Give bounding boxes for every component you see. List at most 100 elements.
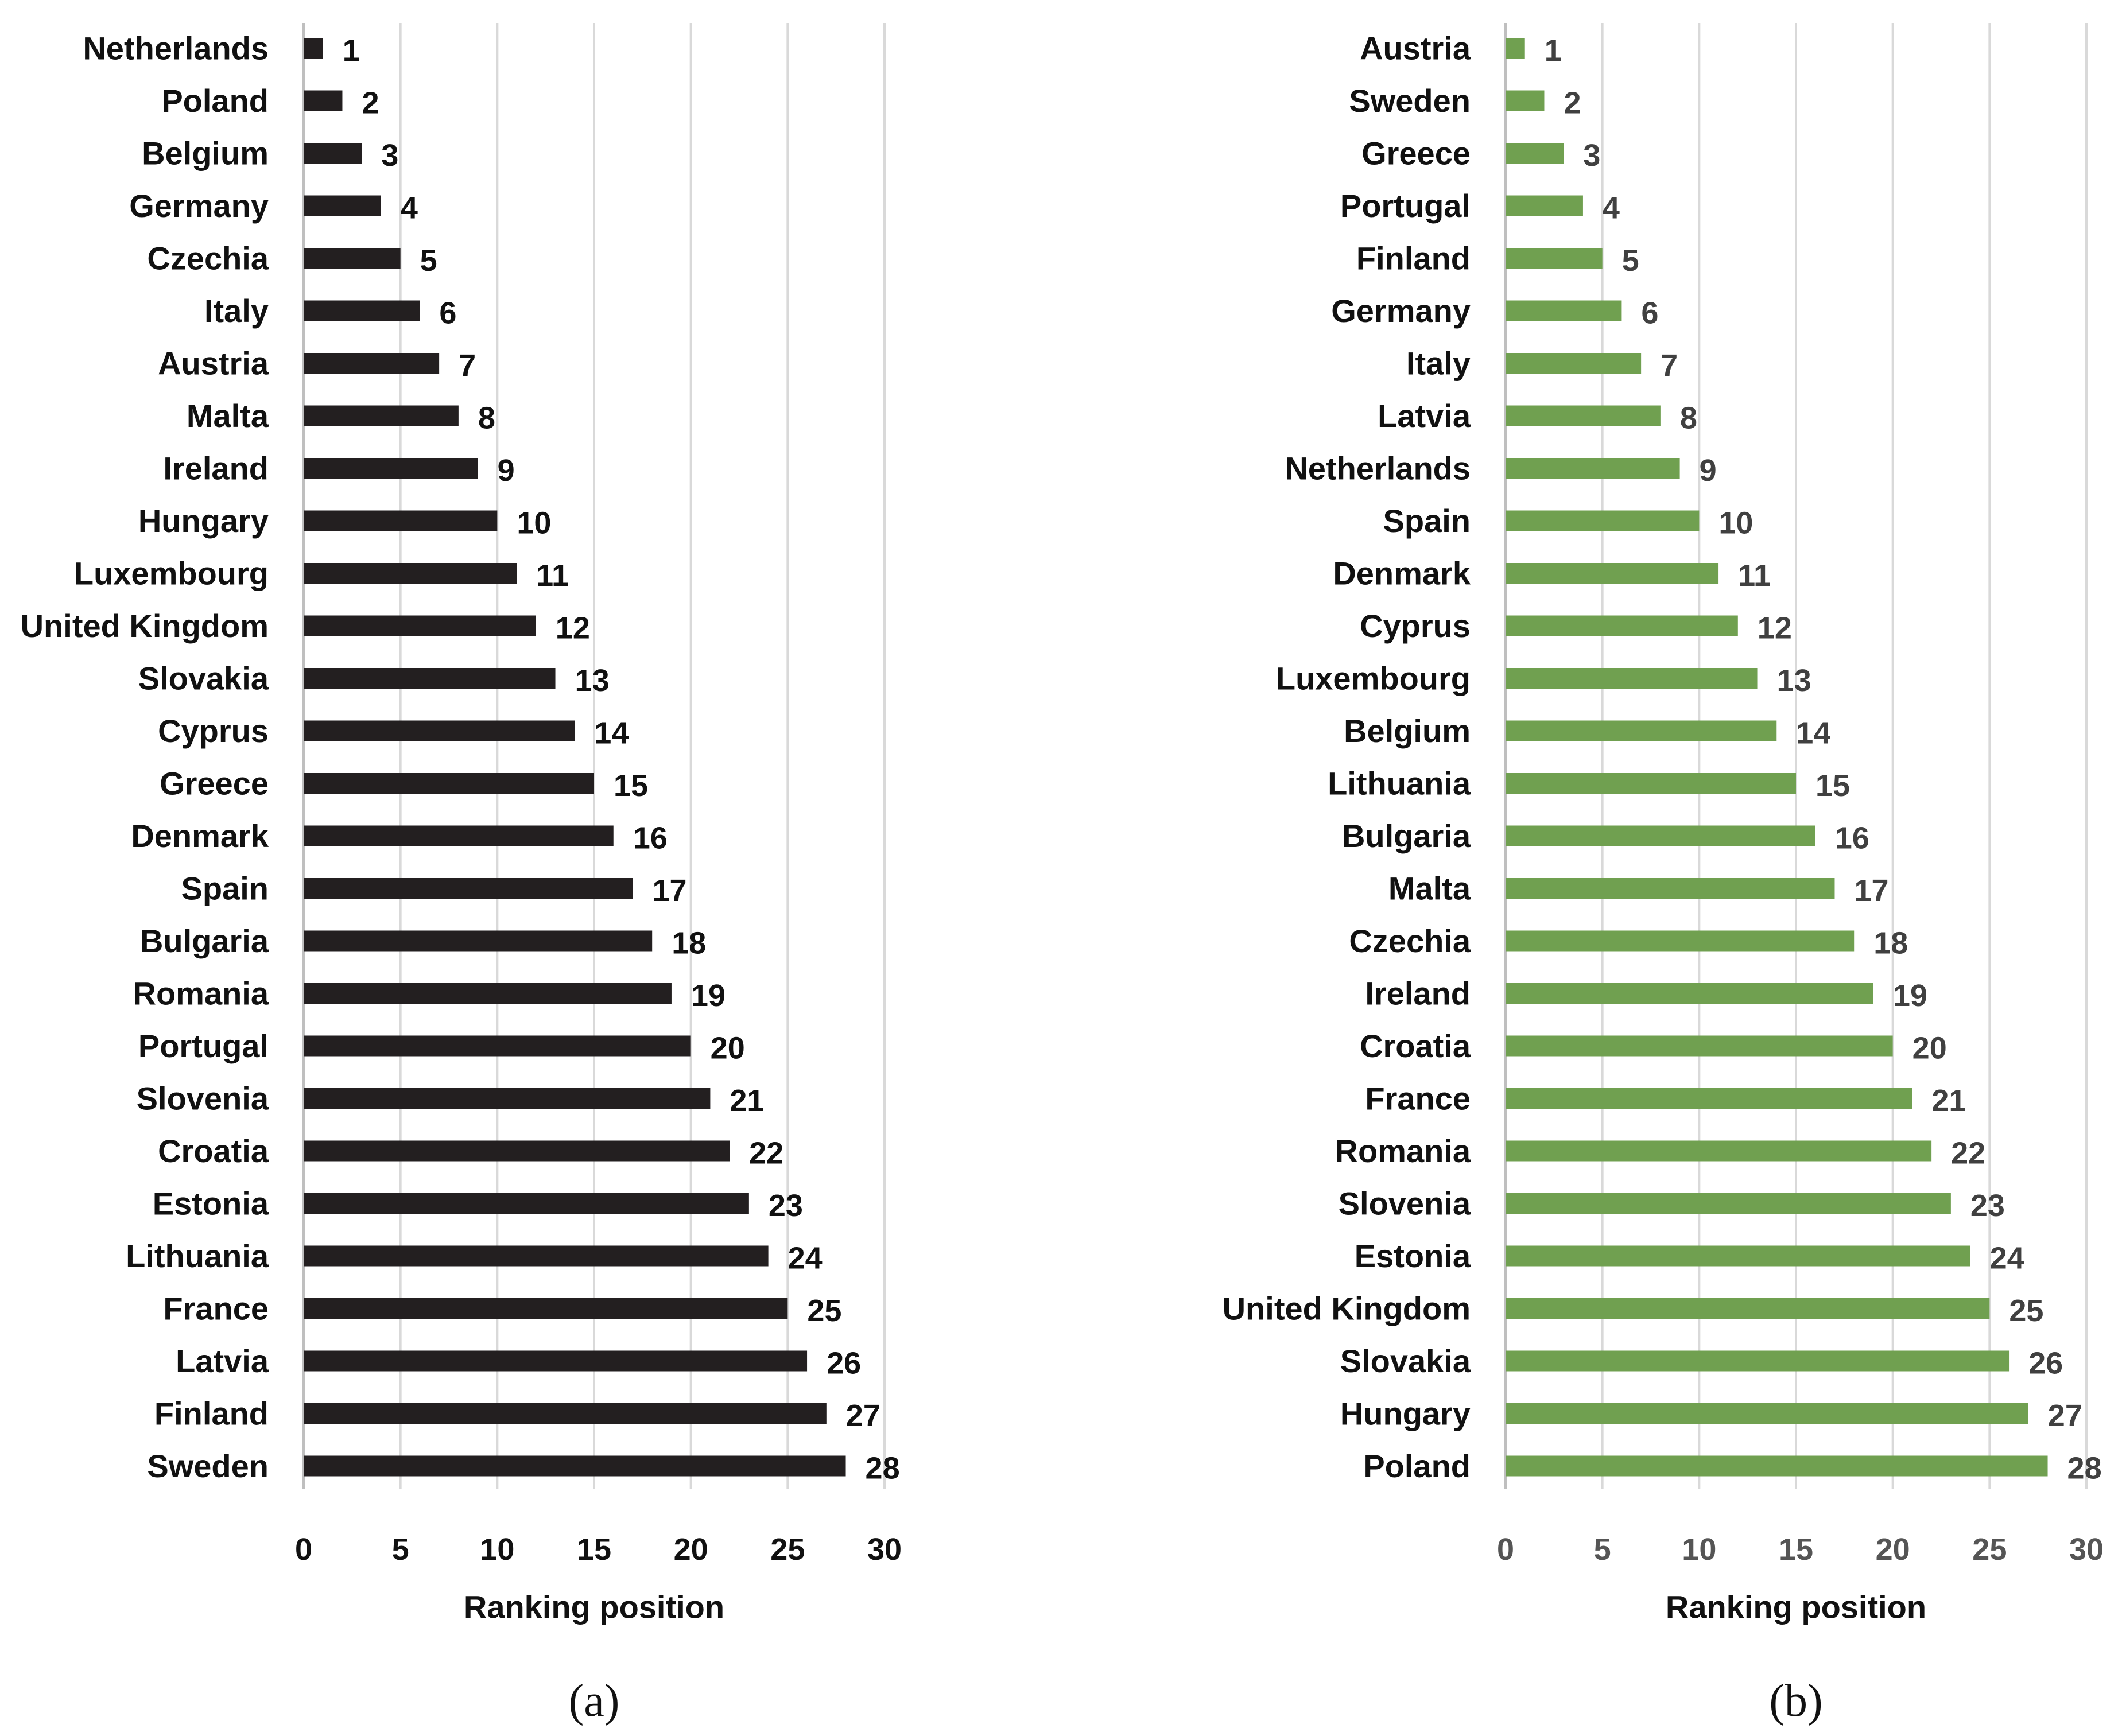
panel-b-category-label: Croatia bbox=[1360, 1028, 1471, 1064]
panel-a-bar bbox=[304, 458, 478, 479]
panel-b-bar bbox=[1506, 1193, 1951, 1214]
panel-b-category-label: Greece bbox=[1361, 135, 1471, 172]
panel-a-bar bbox=[304, 563, 517, 584]
panel-b-data-label: 28 bbox=[2067, 1451, 2102, 1486]
panel-a-bar bbox=[304, 248, 401, 269]
panel-b-category-label: Luxembourg bbox=[1276, 661, 1471, 697]
panel-b-data-label: 16 bbox=[1835, 821, 1869, 856]
panel-a-chart: Netherlands 1 Poland 2 Belgium 3 Germany 4 Czech… bbox=[21, 23, 902, 1726]
panel-a-category-label: Cyprus bbox=[158, 713, 269, 749]
panel-b-bar bbox=[1506, 1455, 2048, 1477]
panel-b-bar bbox=[1506, 720, 1777, 741]
panel-a-data-label: 15 bbox=[614, 768, 648, 803]
panel-a-bar bbox=[304, 300, 420, 321]
panel-a-category-label: Croatia bbox=[158, 1133, 269, 1169]
panel-b-data-label: 9 bbox=[1700, 453, 1717, 488]
panel-a-bar bbox=[304, 930, 653, 952]
panel-b-category-label: Spain bbox=[1383, 503, 1471, 539]
panel-a-data-label: 9 bbox=[498, 453, 515, 488]
panel-a-bar bbox=[304, 1088, 711, 1109]
panel-a-panel-label: (a) bbox=[569, 1676, 620, 1726]
panel-a-category-label: Poland bbox=[161, 83, 269, 119]
panel-b-data-label: 24 bbox=[1990, 1241, 2024, 1276]
panel-b-data-label: 17 bbox=[1854, 873, 1888, 908]
panel-a-bar bbox=[304, 1455, 846, 1477]
panel-a-category-label: Denmark bbox=[131, 818, 269, 854]
panel-b-data-label: 8 bbox=[1680, 401, 1697, 436]
panel-a-data-label: 11 bbox=[536, 558, 569, 593]
panel-b-category-label: Slovakia bbox=[1340, 1343, 1471, 1379]
panel-a-bar bbox=[304, 1193, 749, 1214]
panel-b-bar bbox=[1506, 825, 1815, 846]
panel-a-data-label: 19 bbox=[691, 978, 726, 1013]
panel-b-bar bbox=[1506, 1088, 1912, 1109]
panel-b-x-tick-label: 30 bbox=[2069, 1532, 2104, 1567]
panel-a-data-label: 14 bbox=[594, 716, 629, 751]
panel-a-bar bbox=[304, 1035, 691, 1057]
panel-a-bar bbox=[304, 90, 343, 111]
panel-a-x-tick-label: 25 bbox=[770, 1532, 805, 1567]
panel-b-data-label: 14 bbox=[1796, 716, 1830, 751]
panel-b-category-label: Germany bbox=[1331, 293, 1471, 329]
panel-a-data-label: 13 bbox=[575, 663, 610, 698]
panel-a-bar bbox=[304, 1245, 769, 1267]
panel-b-category-label: United Kingdom bbox=[1223, 1291, 1471, 1327]
panel-b-data-label: 4 bbox=[1603, 191, 1620, 226]
panel-a-data-label: 21 bbox=[730, 1083, 764, 1118]
panel-a-data-label: 26 bbox=[827, 1346, 861, 1381]
panel-b-category-label: Poland bbox=[1363, 1448, 1471, 1484]
panel-b-data-label: 11 bbox=[1738, 558, 1771, 593]
panel-a-category-label: Ireland bbox=[163, 450, 269, 487]
panel-a-bar bbox=[304, 983, 672, 1004]
panel-b-category-label: Netherlands bbox=[1285, 450, 1471, 487]
panel-b-bar bbox=[1506, 1350, 2010, 1372]
panel-b-x-tick-label: 10 bbox=[1682, 1532, 1716, 1567]
panel-b-bar bbox=[1506, 1140, 1932, 1162]
panel-a-x-tick-label: 0 bbox=[295, 1532, 312, 1567]
panel-a-bar bbox=[304, 405, 459, 426]
panel-b-category-label: Austria bbox=[1360, 30, 1471, 67]
panel-a-x-tick-label: 10 bbox=[480, 1532, 514, 1567]
panel-b-bar bbox=[1506, 668, 1758, 689]
panel-b-category-label: Malta bbox=[1388, 871, 1471, 907]
panel-a-category-label: Lithuania bbox=[126, 1238, 269, 1274]
panel-b-data-label: 23 bbox=[1970, 1189, 2005, 1223]
panel-a-bar bbox=[304, 1403, 827, 1424]
panel-a-category-label: Sweden bbox=[147, 1448, 269, 1484]
panel-b-category-label: Estonia bbox=[1355, 1238, 1471, 1274]
panel-b-category-label: Cyprus bbox=[1360, 608, 1471, 644]
panel-b-category-label: Sweden bbox=[1349, 83, 1471, 119]
panel-b-category-label: Hungary bbox=[1340, 1396, 1471, 1432]
panel-b-bar bbox=[1506, 405, 1661, 426]
panel-a-bar bbox=[304, 773, 594, 794]
panel-b-data-label: 22 bbox=[1951, 1136, 1985, 1171]
panel-b-bar bbox=[1506, 38, 1525, 59]
panel-b-bar bbox=[1506, 353, 1642, 374]
panel-b-bar bbox=[1506, 1298, 1990, 1319]
panel-b-data-label: 15 bbox=[1815, 768, 1850, 803]
panel-a-category-label: Hungary bbox=[138, 503, 269, 539]
panel-a-data-label: 18 bbox=[672, 926, 706, 961]
panel-a-data-label: 12 bbox=[556, 611, 590, 646]
panel-a-category-label: France bbox=[163, 1291, 269, 1327]
panel-b-bar bbox=[1506, 300, 1622, 321]
panel-a-category-label: United Kingdom bbox=[21, 608, 269, 644]
panel-b-x-tick-label: 5 bbox=[1594, 1532, 1611, 1567]
panel-b-data-label: 20 bbox=[1912, 1031, 1947, 1066]
panel-a-category-label: Spain bbox=[181, 871, 269, 907]
panel-b-data-label: 13 bbox=[1777, 663, 1811, 698]
panel-a-category-label: Estonia bbox=[153, 1186, 269, 1222]
panel-b-bar bbox=[1506, 1403, 2028, 1424]
panel-b-category-label: Czechia bbox=[1349, 923, 1471, 959]
panel-b-data-label: 18 bbox=[1873, 926, 1908, 961]
panel-a-data-label: 3 bbox=[381, 138, 398, 173]
panel-b-bar bbox=[1506, 248, 1603, 269]
panel-a-data-label: 16 bbox=[633, 821, 668, 856]
panel-a-x-tick-label: 20 bbox=[674, 1532, 708, 1567]
panel-a-category-label: Finland bbox=[154, 1396, 269, 1432]
panel-b-data-label: 2 bbox=[1564, 86, 1581, 121]
panel-b-category-label: Belgium bbox=[1344, 713, 1471, 749]
panel-a-category-label: Italy bbox=[204, 293, 269, 329]
